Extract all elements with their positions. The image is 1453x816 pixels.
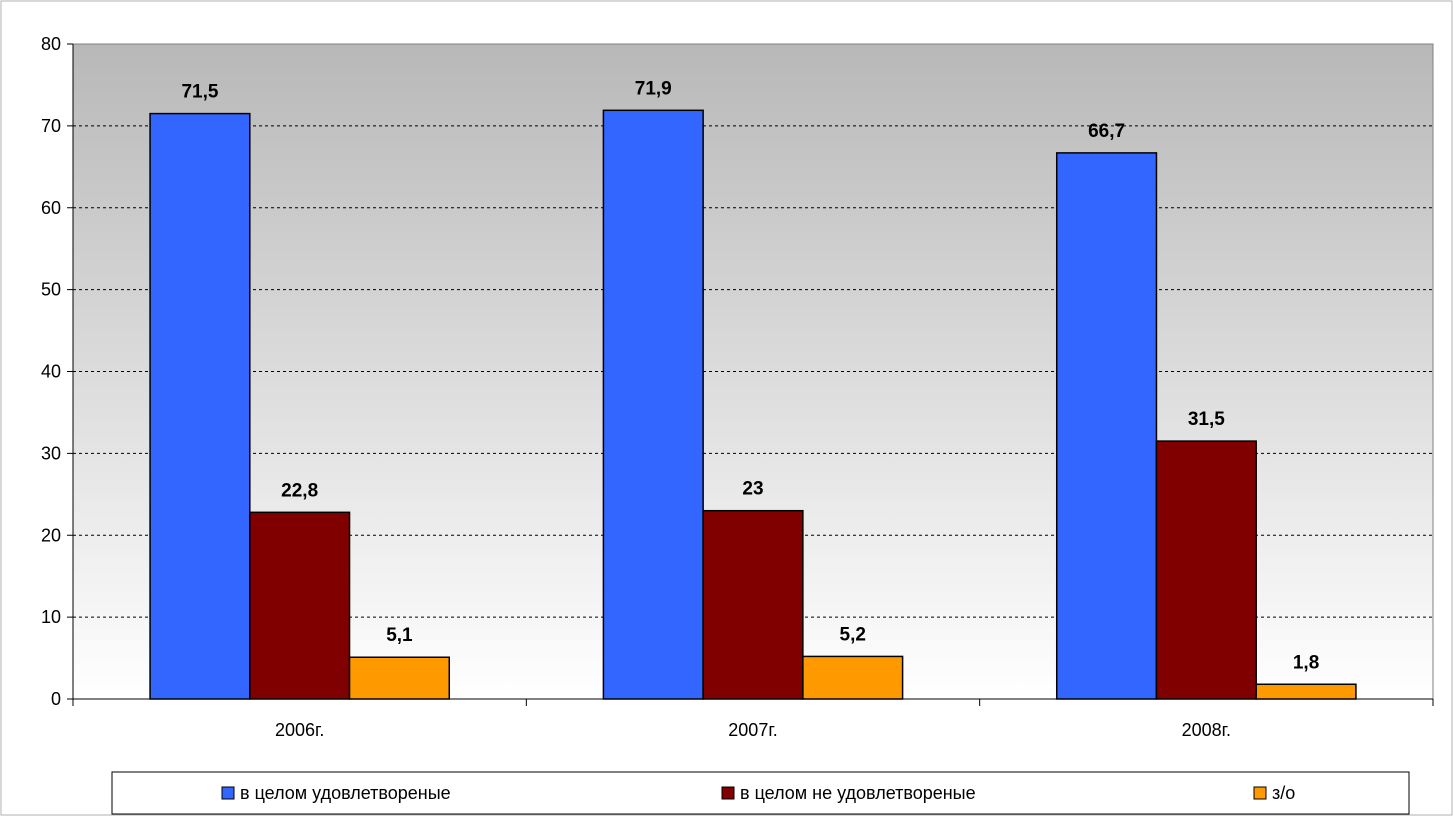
y-tick-label: 70 xyxy=(41,116,61,136)
data-label: 66,7 xyxy=(1088,121,1125,142)
bar xyxy=(702,509,804,700)
legend-swatch xyxy=(721,786,735,800)
y-tick-label: 10 xyxy=(41,607,61,627)
bar xyxy=(802,655,904,700)
data-label: 5,1 xyxy=(386,625,413,646)
legend-label: в целом не удовлетвореные xyxy=(740,783,976,803)
data-label: 5,2 xyxy=(840,624,866,645)
y-tick-label: 30 xyxy=(41,443,61,463)
y-tick-label: 40 xyxy=(41,362,61,382)
data-label: 71,9 xyxy=(635,78,672,99)
bar xyxy=(149,112,251,700)
bar xyxy=(1255,683,1357,700)
data-label: 31,5 xyxy=(1188,409,1225,430)
bar xyxy=(602,109,704,700)
y-tick-label: 20 xyxy=(41,525,61,545)
x-category-label: 2006г. xyxy=(275,720,324,740)
bar xyxy=(1155,440,1257,700)
x-category-label: 2008г. xyxy=(1182,720,1231,740)
y-tick-label: 80 xyxy=(41,34,61,54)
legend-label: з/о xyxy=(1272,783,1295,803)
data-label: 22,8 xyxy=(281,480,318,501)
y-tick-label: 50 xyxy=(41,280,61,300)
data-label: 23 xyxy=(742,479,763,500)
legend-label: в целом удовлетвореные xyxy=(240,783,451,803)
legend-swatch xyxy=(1253,786,1267,800)
legend-swatch xyxy=(221,786,235,800)
data-labels: 71,5 22,8 5,1 71,9 23 5,2 66,7 31,5 1,8 xyxy=(181,78,1319,673)
legend: в целом удовлетвореные в целом не удовлет… xyxy=(111,771,1410,815)
data-label: 71,5 xyxy=(181,82,218,103)
bar xyxy=(1055,152,1158,700)
y-tick-label: 0 xyxy=(51,689,61,709)
y-tick-label: 60 xyxy=(41,198,61,218)
x-category-label: 2007г. xyxy=(728,720,777,740)
legend-box xyxy=(111,771,1410,815)
bars xyxy=(149,109,1357,700)
data-label: 1,8 xyxy=(1293,652,1319,673)
bar xyxy=(249,511,351,700)
bar xyxy=(348,656,451,700)
